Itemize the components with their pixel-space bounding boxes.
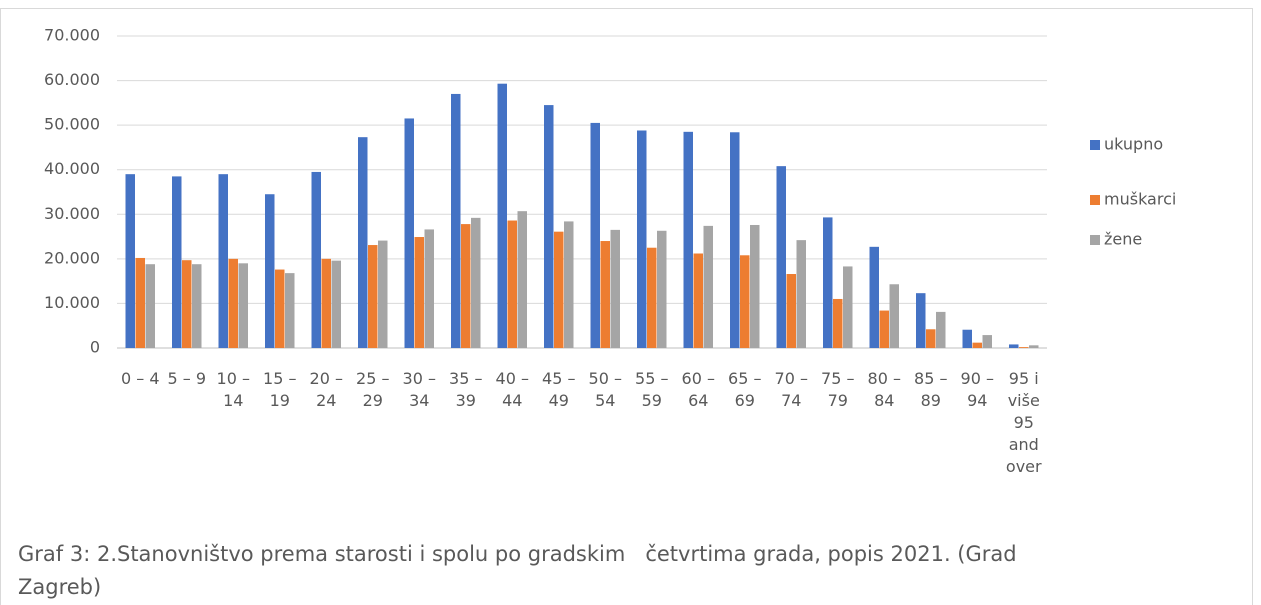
bar (228, 258, 238, 348)
y-tick-label: 10.000 (44, 293, 100, 312)
bar (564, 221, 574, 348)
bar (404, 118, 414, 348)
bar (265, 194, 275, 348)
x-tick-label: 60 – 64 (681, 369, 715, 410)
bar (750, 224, 760, 348)
y-tick-label: 30.000 (44, 204, 100, 223)
x-tick-label: 55 – 59 (635, 369, 669, 410)
bar (507, 220, 517, 348)
bar (285, 273, 295, 348)
bar (497, 83, 507, 348)
bar (590, 122, 600, 349)
x-tick-label: 70 – 74 (774, 369, 808, 410)
x-tick-label: 30 – 34 (402, 369, 436, 410)
bar (683, 131, 693, 348)
bar (693, 253, 703, 348)
legend-label: žene (1104, 230, 1142, 249)
bar (321, 258, 331, 348)
bar (192, 264, 202, 348)
bar (554, 231, 564, 348)
x-tick-label: 50 – 54 (588, 369, 622, 410)
bar (461, 224, 471, 348)
bar (517, 211, 527, 348)
bar (600, 241, 610, 348)
bar (776, 166, 786, 348)
bar (238, 263, 248, 348)
bar (275, 269, 285, 348)
bar (414, 237, 424, 348)
bar (172, 176, 182, 348)
bar (544, 105, 554, 348)
bar (145, 264, 155, 348)
bar (786, 274, 796, 348)
bar (358, 137, 368, 348)
bar (1009, 344, 1019, 348)
bar (869, 246, 879, 348)
bar (982, 335, 992, 348)
bar (703, 225, 713, 348)
x-tick-label: 20 – 24 (309, 369, 343, 410)
bar (740, 255, 750, 348)
legend-swatch (1090, 140, 1100, 150)
bar (879, 310, 889, 348)
y-tick-label: 60.000 (44, 70, 100, 89)
x-tick-label: 15 – 19 (263, 369, 297, 410)
y-tick-label: 50.000 (44, 115, 100, 134)
x-tick-label: 80 – 84 (867, 369, 901, 410)
y-tick-label: 70.000 (44, 26, 100, 45)
bar (135, 257, 145, 348)
x-tick-label: 25 – 29 (356, 369, 390, 410)
bar (647, 247, 657, 348)
bar (182, 260, 192, 348)
x-tick-label: 45 – 49 (542, 369, 576, 410)
x-tick-label: 40 – 44 (495, 369, 529, 410)
bar (378, 240, 388, 348)
y-tick-label: 20.000 (44, 248, 100, 267)
legend-swatch (1090, 195, 1100, 205)
bar (424, 229, 434, 348)
y-tick-label: 40.000 (44, 159, 100, 178)
legend-label: muškarci (1104, 190, 1176, 209)
bar (1029, 345, 1039, 348)
bar (796, 240, 806, 348)
y-tick-label: 0 (90, 338, 100, 357)
bar (730, 132, 740, 348)
x-tick-label: 85 – 89 (914, 369, 948, 410)
x-tick-label: 90 – 94 (960, 369, 994, 410)
bar (823, 217, 833, 348)
bar (889, 284, 899, 348)
x-tick-label: 35 – 39 (449, 369, 483, 410)
bar (1019, 347, 1029, 348)
x-tick-label: 95 i više 95 and over (1005, 369, 1042, 476)
bar (833, 298, 843, 348)
bar (125, 174, 135, 348)
legend-label: ukupno (1104, 135, 1163, 154)
bar (972, 342, 982, 348)
bar (926, 329, 936, 348)
bar (936, 311, 946, 348)
chart-border (0, 8, 1253, 605)
x-tick-label: 10 – 14 (216, 369, 250, 410)
bar (843, 266, 853, 348)
bar (368, 245, 378, 348)
bar (311, 171, 321, 348)
bar (471, 217, 481, 348)
bar (637, 130, 647, 348)
x-tick-label: 65 – 69 (728, 369, 762, 410)
caption: Graf 3: 2.Stanovništvo prema starosti i … (18, 542, 1024, 599)
legend-swatch (1090, 235, 1100, 245)
bar (962, 329, 972, 348)
bar (331, 260, 341, 348)
bar (218, 174, 228, 348)
bar (610, 229, 620, 348)
x-tick-label: 75 – 79 (821, 369, 855, 410)
x-tick-label: 0 – 4 (120, 369, 160, 388)
bar (916, 293, 926, 348)
bar (657, 230, 667, 348)
x-tick-label: 5 – 9 (167, 369, 207, 388)
bar (451, 93, 461, 348)
